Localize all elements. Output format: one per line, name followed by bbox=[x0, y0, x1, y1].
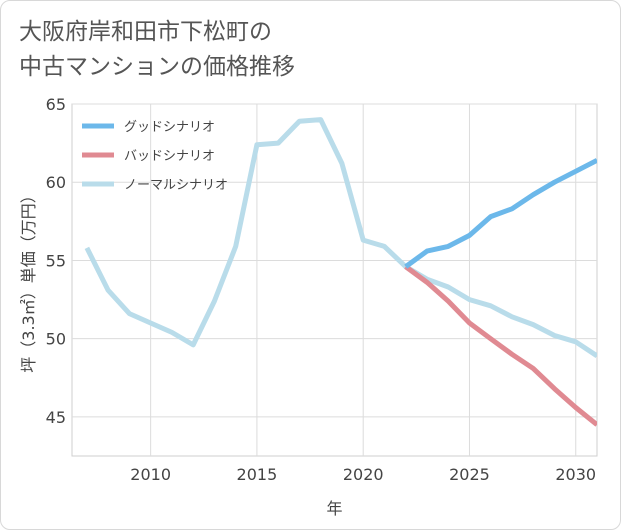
x-tick-label: 2030 bbox=[555, 465, 596, 484]
title-line-1: 大阪府岸和田市下松町の bbox=[19, 19, 272, 45]
y-tick-label: 65 bbox=[46, 95, 66, 114]
y-axis-label: 坪（3.3㎡）単価（万円） bbox=[19, 187, 38, 372]
series-line-2 bbox=[84, 117, 597, 358]
series-line-1 bbox=[404, 264, 597, 427]
series-line-0 bbox=[404, 158, 597, 269]
legend-label-1: バッドシナリオ bbox=[124, 149, 215, 164]
y-tick-label: 45 bbox=[46, 408, 66, 427]
x-tick-label: 2010 bbox=[130, 465, 171, 484]
x-tick-label: 2025 bbox=[449, 465, 490, 484]
x-axis-label: 年 bbox=[326, 499, 342, 518]
y-tick-label: 50 bbox=[46, 330, 66, 349]
legend-label-2: ノーマルシナリオ bbox=[124, 178, 228, 193]
x-tick-label: 2020 bbox=[343, 465, 384, 484]
title-line-2: 中古マンションの価格推移 bbox=[19, 54, 295, 80]
x-tick-label: 2015 bbox=[237, 465, 278, 484]
chart-title: 大阪府岸和田市下松町の 中古マンションの価格推移 bbox=[19, 15, 295, 85]
legend-label-0: グッドシナリオ bbox=[124, 120, 215, 135]
y-tick-label: 60 bbox=[46, 173, 66, 192]
y-tick-label: 55 bbox=[46, 251, 66, 270]
